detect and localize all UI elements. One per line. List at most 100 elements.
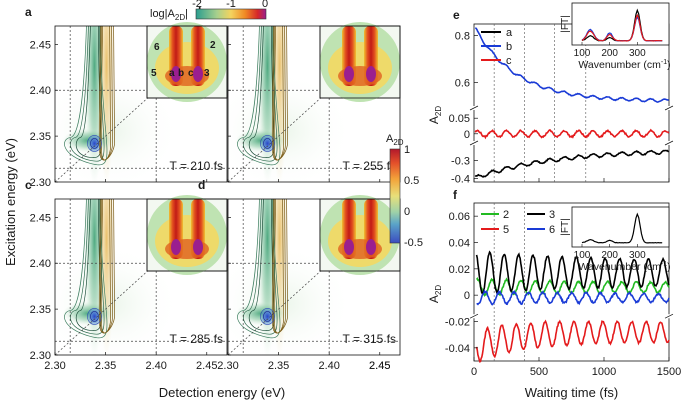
- x-tick-label: 2.40: [145, 360, 166, 372]
- inset-spectrum-c: [581, 13, 663, 42]
- map-inset: [146, 195, 228, 275]
- y-tick-label: 2.30: [30, 350, 51, 362]
- green-contour: [64, 26, 108, 166]
- y-tick-label: 2.30: [30, 177, 51, 189]
- legend-label: 5: [503, 224, 509, 236]
- y-tick-label: 0: [464, 129, 470, 141]
- panel-f-inset: 100 200 300 |FT| Wavenumber (cm-1): [560, 206, 671, 273]
- amp-tick: 1: [404, 144, 410, 156]
- axis-break-mark: [469, 105, 479, 111]
- green-contour: [64, 199, 108, 339]
- y-tick-label: -0.4: [451, 173, 470, 185]
- amplitude-colorbar: A2D 1 0.5 0 -0.5: [386, 133, 423, 249]
- inset-peak: [366, 66, 376, 82]
- y-tick-label: 0.6: [455, 77, 470, 89]
- blue-contour: [90, 311, 99, 322]
- axis-break-mark: [664, 313, 674, 319]
- map-panel-c: cT = 285 fs2.302.302.352.352.402.402.452…: [25, 178, 228, 372]
- inset-x-tick-label: 200: [601, 250, 618, 261]
- blue-peak: [87, 307, 102, 326]
- inset-peak: [171, 66, 181, 82]
- map-panel-d: d T = 315 fs 2.30 2.35 2.40 2.45: [198, 178, 401, 372]
- map-panel-letter: d: [198, 178, 205, 192]
- series-a-line: [474, 149, 670, 178]
- map-panel-b: bT = 255 fs: [198, 5, 401, 183]
- inset-peak: [344, 239, 354, 255]
- inset-peak: [344, 66, 354, 82]
- map-panel-letter: c: [25, 178, 32, 192]
- green-contour: [70, 199, 105, 335]
- log-colorbar-title: log|A2D|: [150, 8, 188, 22]
- green-contour: [237, 26, 281, 166]
- inset-x-tick-label: 300: [629, 250, 646, 261]
- inset-point-label: c: [188, 68, 194, 79]
- x-tick-label: 0: [471, 366, 477, 378]
- log-tick: -2: [192, 0, 202, 10]
- axis-break-mark: [664, 105, 674, 111]
- y-tick-label: 2.45: [30, 212, 51, 224]
- y-tick-label: -0.3: [451, 155, 470, 167]
- maps-y-axis-label: Excitation energy (eV): [3, 138, 18, 266]
- inset-spectrum-f: [581, 212, 663, 244]
- green-contour: [237, 199, 281, 339]
- map-frame: [227, 198, 401, 356]
- blue-peak: [260, 134, 275, 153]
- green-contour: [243, 199, 278, 335]
- x-tick-label: 2.45: [369, 360, 390, 372]
- log-tick: 0: [262, 0, 268, 10]
- inset-frame: [571, 2, 670, 46]
- green-contour: [75, 26, 102, 158]
- inset-point-label: a: [169, 68, 175, 79]
- panel-f: f0.060.040.020-0.02-0.040 500 1000 1500Wait…: [427, 188, 681, 400]
- panel-e-y-label: A2D: [427, 106, 443, 124]
- panel-e-inset: 100 200 300 |FT| Wavenumber (cm-1): [560, 2, 671, 71]
- x-tick-label: 2.30: [217, 360, 238, 372]
- x-tick-label: 2.40: [318, 360, 339, 372]
- map-frame: [227, 25, 401, 183]
- y-tick-label: 2.35: [30, 131, 51, 143]
- green-contour: [75, 199, 102, 331]
- amplitude-colorbar-gradient: [389, 148, 401, 244]
- inset-x-tick-label: 100: [574, 250, 591, 261]
- axis-break-gap: [471, 106, 479, 110]
- blue-contour: [263, 138, 272, 149]
- y-tick-label: 0.06: [449, 211, 470, 223]
- blue-contour: [87, 308, 102, 325]
- inset-point-label: 3: [204, 68, 210, 79]
- y-tick-label: 2.35: [30, 304, 51, 316]
- log-tick: -1: [226, 0, 236, 10]
- inset-x-label: Wavenumber (cm-1): [578, 59, 670, 71]
- inset-y-label: |FT|: [560, 218, 571, 235]
- map-frame: [54, 25, 228, 183]
- panel-f-x-label: Waiting time (fs): [525, 385, 618, 400]
- panel-f-letter: f: [453, 188, 458, 202]
- map-time-label: T = 210 fs: [170, 159, 223, 173]
- legend-label: a: [506, 27, 513, 39]
- map-time-label: T = 315 fs: [343, 332, 396, 346]
- x-tick-label: 2.30: [44, 360, 65, 372]
- inset-point-label: 2: [210, 40, 216, 51]
- inset-y-label: |FT|: [560, 15, 571, 32]
- amp-tick: 0.5: [404, 175, 419, 187]
- green-contour: [70, 26, 105, 162]
- map-clip: [228, 199, 400, 355]
- map-clip: [55, 199, 227, 355]
- y-tick-label: 2.40: [30, 258, 51, 270]
- blue-contour: [90, 138, 99, 149]
- maps-x-axis-label: Detection energy (eV): [159, 385, 285, 400]
- panel-e-letter: e: [453, 8, 460, 22]
- green-contour: [248, 199, 275, 331]
- x-tick-label: 1500: [657, 366, 681, 378]
- panel-e-frame: [473, 23, 670, 183]
- map-inset: [319, 22, 401, 102]
- map-time-label: T = 255 fs: [343, 159, 396, 173]
- inset-peak: [366, 239, 376, 255]
- map-inset: [319, 195, 401, 275]
- inset-x-tick-label: 100: [574, 48, 591, 59]
- yellow-contour: [272, 199, 286, 334]
- blue-contour: [87, 135, 102, 152]
- x-tick-label: 2.45: [369, 360, 390, 372]
- y-tick-label: 0: [464, 290, 470, 302]
- inset-peak: [193, 239, 203, 255]
